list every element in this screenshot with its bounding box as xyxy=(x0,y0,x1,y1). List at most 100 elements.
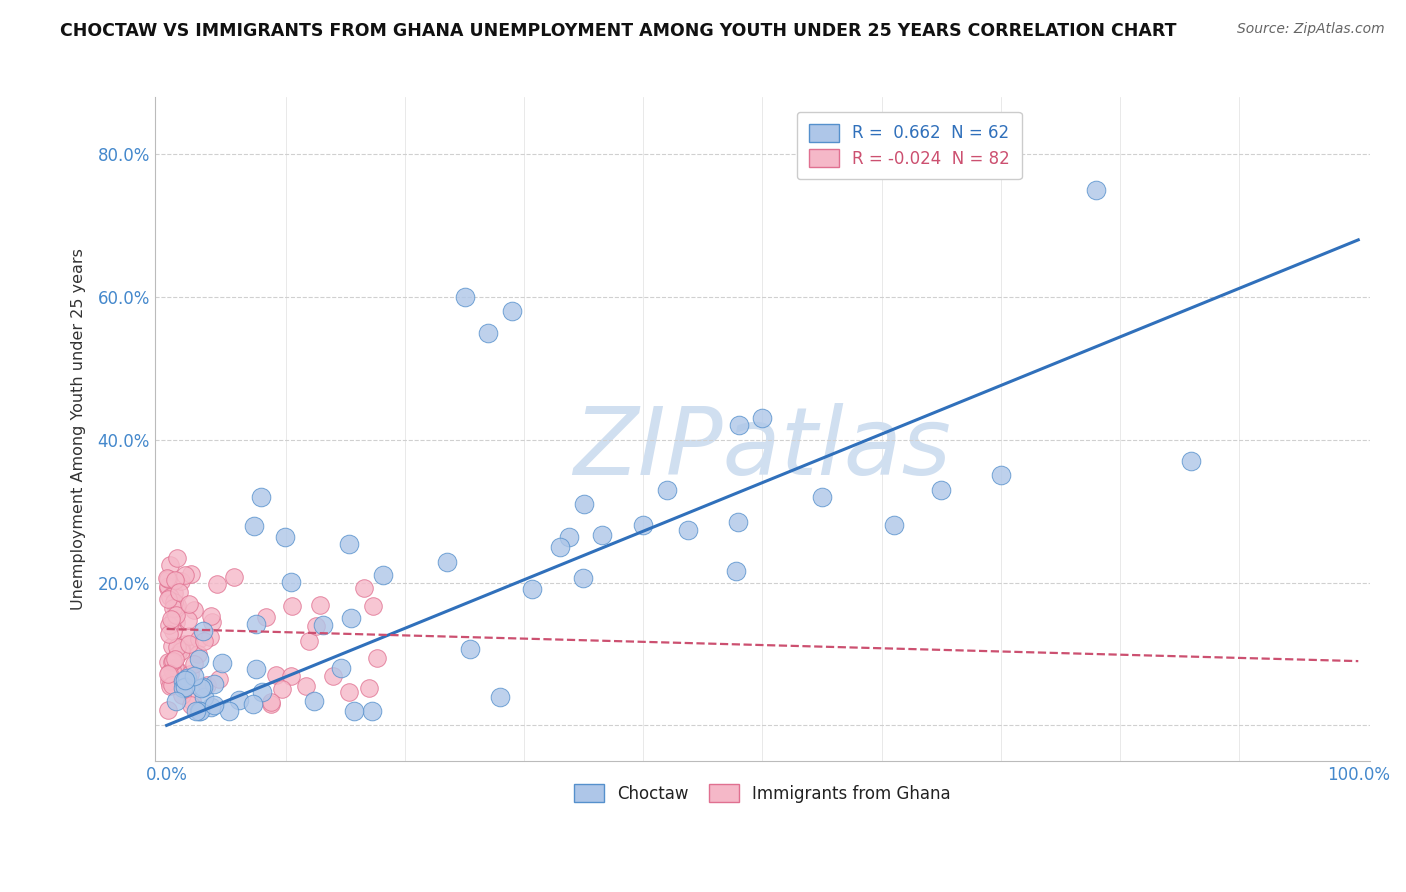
Point xyxy=(254,610,277,624)
Point xyxy=(200,615,222,630)
Point xyxy=(183,669,205,683)
Point xyxy=(157,674,180,689)
Point xyxy=(188,652,211,666)
Point xyxy=(193,633,215,648)
Point xyxy=(195,678,218,692)
Point xyxy=(163,661,186,675)
Point xyxy=(163,595,186,609)
Point xyxy=(270,681,292,696)
Point xyxy=(179,597,201,611)
Point xyxy=(360,704,382,718)
Point xyxy=(183,603,205,617)
Point xyxy=(156,572,179,586)
Point xyxy=(162,624,184,639)
Point xyxy=(366,650,388,665)
Point xyxy=(179,666,201,681)
Point xyxy=(305,619,328,633)
Point xyxy=(165,573,187,587)
Point xyxy=(191,680,214,694)
Point xyxy=(633,518,655,533)
Point xyxy=(990,468,1012,483)
Point xyxy=(218,704,240,718)
Point xyxy=(162,662,184,676)
Point xyxy=(162,613,184,627)
Point xyxy=(322,669,344,683)
Point xyxy=(242,518,264,533)
Point xyxy=(811,490,834,504)
Point xyxy=(436,555,458,569)
Point xyxy=(188,632,211,646)
Point xyxy=(250,685,273,699)
Point xyxy=(174,680,197,694)
Point xyxy=(725,564,748,578)
Point xyxy=(558,530,581,544)
Point xyxy=(329,661,352,675)
Text: ZIPatlas: ZIPatlas xyxy=(574,403,952,494)
Point xyxy=(180,566,202,581)
Point xyxy=(159,679,181,693)
Point xyxy=(170,574,193,589)
Point xyxy=(520,582,543,597)
Point xyxy=(160,639,183,653)
Point xyxy=(174,637,197,651)
Point xyxy=(260,697,283,711)
Point xyxy=(281,599,304,613)
Point xyxy=(208,672,231,686)
Point xyxy=(242,697,264,711)
Point xyxy=(162,654,184,668)
Point xyxy=(337,685,360,699)
Point xyxy=(159,558,181,573)
Point xyxy=(280,574,302,589)
Y-axis label: Unemployment Among Youth under 25 years: Unemployment Among Youth under 25 years xyxy=(72,248,86,610)
Legend: Choctaw, Immigrants from Ghana: Choctaw, Immigrants from Ghana xyxy=(564,774,960,813)
Point xyxy=(339,537,361,551)
Point xyxy=(157,666,180,681)
Point xyxy=(373,567,395,582)
Point xyxy=(173,673,195,687)
Point xyxy=(190,681,212,696)
Point xyxy=(167,585,190,599)
Point xyxy=(160,678,183,692)
Point xyxy=(477,326,499,340)
Point xyxy=(302,693,325,707)
Point xyxy=(162,663,184,677)
Point xyxy=(222,570,245,584)
Point xyxy=(591,528,613,542)
Point xyxy=(883,518,905,533)
Point xyxy=(202,698,225,712)
Point xyxy=(727,418,749,433)
Point xyxy=(211,657,233,671)
Text: CHOCTAW VS IMMIGRANTS FROM GHANA UNEMPLOYMENT AMONG YOUTH UNDER 25 YEARS CORRELA: CHOCTAW VS IMMIGRANTS FROM GHANA UNEMPLO… xyxy=(60,22,1177,40)
Point xyxy=(548,540,571,554)
Point xyxy=(156,579,179,593)
Point xyxy=(169,640,191,655)
Point xyxy=(929,483,952,497)
Point xyxy=(176,671,198,685)
Point xyxy=(156,592,179,607)
Point xyxy=(489,690,512,704)
Point xyxy=(655,483,678,497)
Point xyxy=(245,617,267,632)
Point xyxy=(193,690,215,704)
Point xyxy=(157,626,180,640)
Point xyxy=(177,629,200,643)
Point xyxy=(264,668,287,682)
Point xyxy=(165,600,187,615)
Point xyxy=(170,643,193,657)
Point xyxy=(156,655,179,669)
Point xyxy=(172,688,194,702)
Point xyxy=(200,630,222,644)
Point xyxy=(177,613,200,627)
Point xyxy=(160,612,183,626)
Point xyxy=(156,570,179,584)
Point xyxy=(727,515,749,529)
Point xyxy=(453,290,475,304)
Point xyxy=(172,673,194,688)
Point xyxy=(458,642,481,657)
Point xyxy=(572,497,595,511)
Point xyxy=(295,679,318,693)
Point xyxy=(751,411,773,425)
Point xyxy=(363,599,385,614)
Point xyxy=(157,617,180,632)
Point xyxy=(156,703,179,717)
